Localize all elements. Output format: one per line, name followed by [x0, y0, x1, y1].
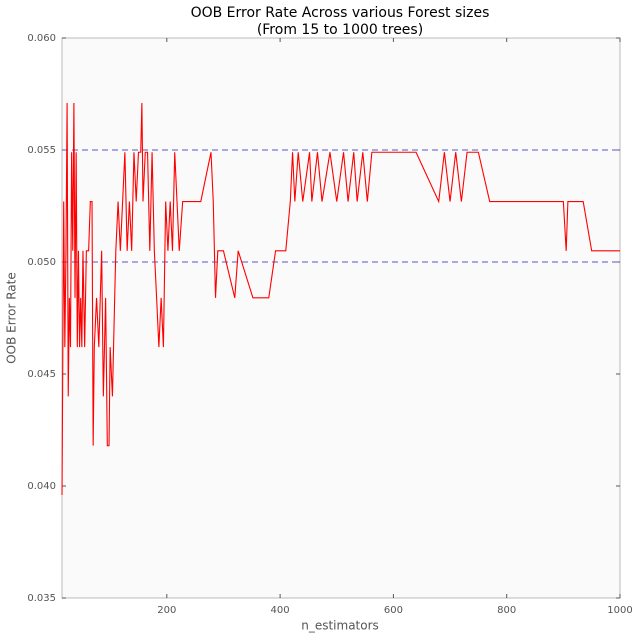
- x-tick-label: 400: [271, 605, 290, 616]
- y-axis-label: OOB Error Rate: [5, 272, 19, 364]
- x-tick-label: 800: [497, 605, 516, 616]
- y-tick-label: 0.050: [27, 257, 56, 268]
- plot-area: [61, 37, 621, 599]
- x-tick-label: 1000: [607, 605, 632, 616]
- chart-subtitle: (From 15 to 1000 trees): [257, 22, 423, 38]
- y-tick-label: 0.045: [27, 369, 56, 380]
- y-tick-label: 0.040: [27, 481, 56, 492]
- y-tick-label: 0.060: [27, 33, 56, 44]
- y-tick-label: 0.055: [27, 145, 56, 156]
- data-line: [61, 102, 620, 495]
- x-tick-label: 200: [157, 605, 176, 616]
- x-tick-label: 600: [384, 605, 403, 616]
- x-axis-label: n_estimators: [301, 619, 379, 633]
- y-tick-label: 0.035: [27, 593, 56, 604]
- chart-title: OOB Error Rate Across various Forest siz…: [191, 5, 490, 21]
